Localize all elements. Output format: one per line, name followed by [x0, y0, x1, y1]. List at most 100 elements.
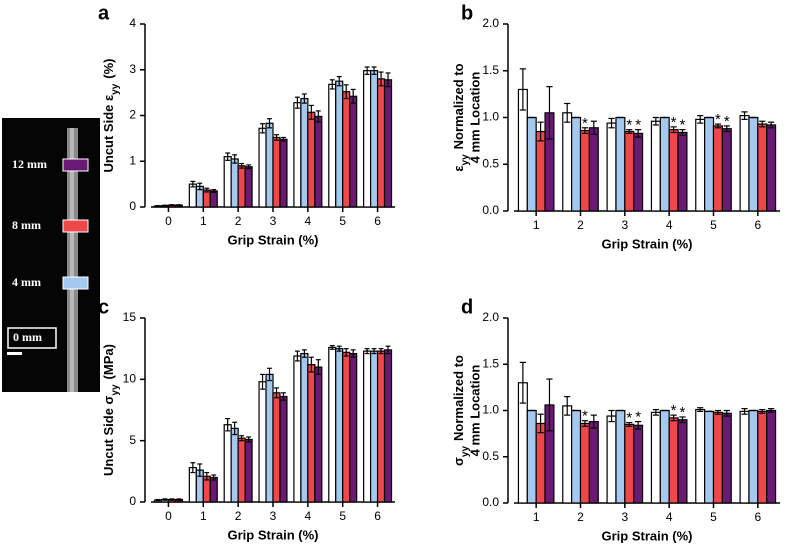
bar	[571, 116, 582, 212]
bar	[677, 419, 688, 504]
x-tick-label: 3	[621, 218, 628, 232]
bar	[721, 412, 732, 504]
error-bar	[635, 129, 642, 138]
y-axis-title: Uncut Side εyy (%)	[101, 58, 121, 172]
x-tick-label: 3	[270, 509, 277, 523]
error-bar	[635, 421, 642, 430]
error-bar	[232, 154, 238, 164]
bar	[571, 409, 582, 504]
y-tick-label: 4	[129, 16, 136, 30]
error-bar	[329, 79, 335, 90]
bar	[293, 102, 302, 208]
bar	[562, 405, 573, 504]
bar	[279, 138, 288, 208]
x-tick-label: 3	[270, 214, 277, 228]
error-bar	[519, 361, 526, 404]
error-bar	[246, 436, 252, 443]
bar	[588, 127, 599, 212]
bar	[624, 423, 635, 504]
significance-mark: *	[680, 117, 686, 134]
y-title-subscript: yy	[110, 384, 121, 396]
error-bar	[267, 367, 272, 382]
bar	[739, 410, 750, 504]
bar	[244, 438, 253, 503]
bar	[659, 409, 670, 504]
x-tick-label: 6	[754, 510, 761, 524]
bar	[314, 115, 323, 208]
y-tick-label: 2.0	[482, 16, 499, 30]
error-bar	[378, 348, 384, 355]
error-bar	[211, 189, 217, 193]
error-bar	[315, 110, 321, 123]
y-title-text: ε	[451, 165, 466, 171]
bar	[230, 427, 239, 503]
bar	[223, 424, 232, 503]
bar	[721, 128, 732, 212]
bar	[624, 130, 635, 212]
bar	[650, 411, 661, 504]
bar	[328, 83, 337, 208]
bar	[606, 415, 617, 504]
bar	[376, 350, 386, 503]
error-bar	[225, 152, 231, 161]
y-axis-title: σyy Normalized to	[451, 355, 471, 466]
bar	[342, 351, 351, 503]
x-tick-label: 5	[710, 218, 717, 232]
y-axis-title: εyy Normalized to	[451, 63, 471, 171]
error-bar	[274, 387, 279, 399]
bar	[237, 165, 246, 208]
error-bar	[204, 187, 210, 193]
significance-mark: *	[715, 111, 721, 128]
error-bar	[546, 378, 553, 432]
bar	[265, 373, 274, 503]
error-bar	[301, 349, 307, 358]
error-bar	[315, 359, 321, 376]
panel-label: a	[98, 2, 110, 24]
y-tick-label: 3	[129, 62, 136, 76]
x-tick-label: 1	[200, 509, 207, 523]
y-title-text: Uncut Side σ	[101, 395, 116, 476]
error-bar	[197, 463, 203, 477]
x-tick-label: 1	[533, 218, 540, 232]
error-bar	[364, 348, 370, 355]
bar	[695, 118, 706, 212]
bar	[230, 158, 239, 208]
y-tick-label: 1.0	[482, 110, 499, 124]
bar	[748, 409, 759, 504]
x-tick-label: 3	[621, 510, 628, 524]
y-tick-label: 1.0	[482, 403, 499, 417]
bar	[370, 70, 379, 208]
error-bar	[343, 84, 349, 100]
significance-mark: *	[671, 114, 677, 131]
x-tick-label: 4	[666, 218, 673, 232]
error-bar	[267, 118, 272, 129]
bar	[300, 352, 309, 503]
bar	[695, 408, 706, 504]
specimen-highlight	[70, 128, 74, 392]
bar	[209, 476, 218, 503]
error-bar	[281, 136, 286, 142]
bar	[712, 125, 723, 212]
error-bar	[162, 204, 168, 207]
error-bar	[364, 66, 370, 75]
error-bar	[741, 408, 748, 415]
x-tick-label: 1	[533, 510, 540, 524]
error-bar	[626, 421, 633, 427]
x-tick-label: 6	[374, 509, 381, 523]
y-title-subscript: yy	[460, 154, 471, 166]
error-bar	[385, 72, 391, 88]
y-axis-title: Uncut Side σyy (MPa)	[101, 344, 121, 476]
error-bar	[197, 182, 203, 191]
x-axis-title: Grip Strain (%)	[227, 527, 318, 542]
error-bar	[652, 408, 659, 416]
y-tick-label: 0.0	[482, 203, 499, 217]
error-bar	[697, 115, 704, 124]
x-tick-label: 6	[754, 218, 761, 232]
x-axis-title: Grip Strain (%)	[601, 528, 692, 543]
y-tick-label: 2.0	[482, 310, 499, 324]
bar	[328, 346, 337, 503]
error-bar	[308, 104, 314, 120]
y-title-text: σ	[451, 457, 466, 466]
panel-label: b	[461, 2, 473, 24]
bar	[307, 111, 316, 208]
